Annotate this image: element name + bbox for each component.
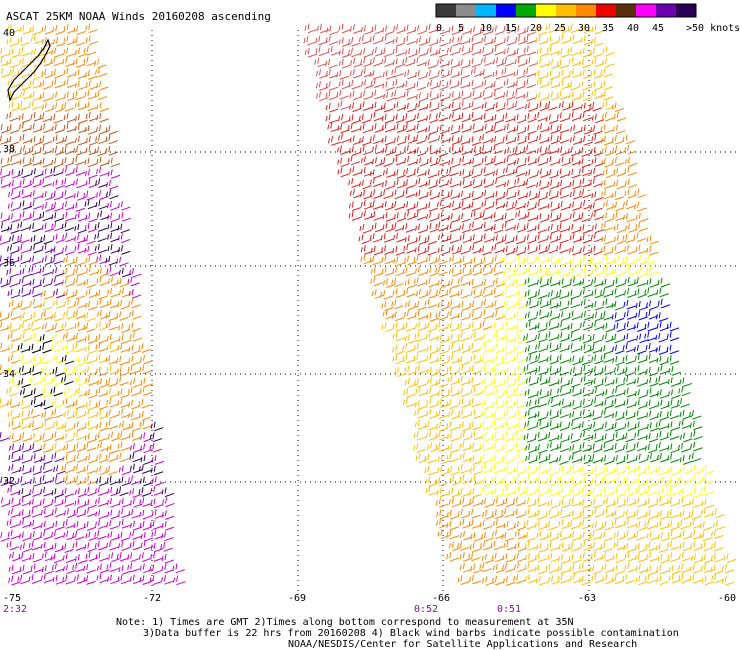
- wind-barbs: [611, 298, 680, 355]
- legend-swatch: [516, 4, 536, 17]
- legend-label: 35: [602, 23, 614, 34]
- pass-time-center: 0:52: [414, 604, 438, 615]
- wind-barbs: [0, 243, 66, 497]
- wind-barbs: [360, 102, 660, 586]
- legend-label: 5: [458, 23, 464, 34]
- lat-label-40: 40: [3, 28, 15, 39]
- legend-swatch: [476, 4, 496, 17]
- coastline: [7, 38, 51, 102]
- legend-swatch: [656, 4, 676, 17]
- lon-label-66: -66: [432, 593, 450, 604]
- lat-label-38: 38: [3, 144, 15, 155]
- note-line-1: Note: 1) Times are GMT 2)Times along bot…: [116, 617, 574, 628]
- lat-label-34: 34: [3, 369, 15, 380]
- lon-label-72: -72: [143, 593, 161, 604]
- note-line-3: NOAA/NESDIS/Center for Satellite Applica…: [288, 639, 637, 650]
- legend-label: 10: [480, 23, 492, 34]
- wind-barbs: [0, 23, 153, 486]
- lon-label-63: -63: [578, 593, 596, 604]
- legend-swatch: [436, 4, 456, 17]
- legend-swatch: [456, 4, 476, 17]
- lon-label-69: -69: [288, 593, 306, 604]
- wind-barbs: [479, 254, 715, 498]
- legend-label: >50 knots: [686, 23, 740, 34]
- wind-barbs: [0, 166, 175, 498]
- pass-time-east: 0:51: [497, 604, 521, 615]
- pass-time-west: 2:32: [3, 604, 27, 615]
- legend-swatch: [496, 4, 516, 17]
- wind-barbs: [325, 101, 605, 256]
- legend-swatch: [616, 4, 636, 17]
- lon-label-75: -75: [3, 593, 21, 604]
- wind-swath-west: [0, 23, 186, 586]
- wind-barbs: [0, 111, 121, 168]
- wind-barbs: [303, 23, 539, 111]
- lon-label-60: -60: [718, 593, 736, 604]
- legend-frame: [435, 3, 697, 18]
- legend-label: 20: [530, 23, 542, 34]
- legend-swatch: [676, 4, 696, 17]
- wind-barbs: [0, 166, 186, 586]
- legend-swatch: [596, 4, 616, 17]
- lat-label-36: 36: [3, 258, 15, 269]
- color-legend: 0 5 10 15 20 25 30 35 40 45 >50 knots: [435, 3, 740, 34]
- wind-swath-east: [303, 23, 737, 586]
- wind-barbs: [17, 334, 75, 410]
- legend-label: 30: [578, 23, 590, 34]
- legend-swatch: [576, 4, 596, 17]
- legend-swatch: [636, 4, 656, 17]
- note-line-2: 3)Data buffer is 22 hrs from 20160208 4)…: [143, 628, 679, 639]
- legend-label: 25: [554, 23, 566, 34]
- legend-label: 0: [436, 23, 442, 34]
- lat-label-32: 32: [3, 476, 15, 487]
- legend-swatch: [556, 4, 576, 17]
- wind-barbs: [0, 23, 120, 453]
- legend-swatch: [536, 4, 556, 17]
- legend-label: 15: [505, 23, 517, 34]
- wind-barbs: [523, 276, 703, 465]
- wind-barbs: [381, 23, 737, 586]
- legend-label: 45: [652, 23, 664, 34]
- map-title: ASCAT 25KM NOAA Winds 20160208 ascending: [6, 10, 271, 23]
- wind-barbs: [6, 332, 88, 408]
- legend-label: 40: [627, 23, 639, 34]
